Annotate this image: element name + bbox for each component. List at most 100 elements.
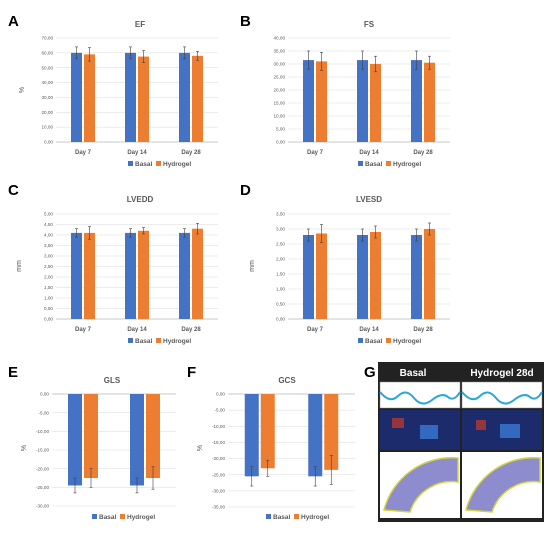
y-tick-label-f: -35,00 xyxy=(212,505,225,510)
y-tick-label-d: 0,00 xyxy=(276,317,285,322)
y-tick-label-e: -10,00 xyxy=(36,429,49,434)
hydrogel-strain-curve-image xyxy=(461,381,543,409)
x-category-label-b: Day 14 xyxy=(359,150,379,156)
panel-g-echo-images: Basal Hydrogel 28d xyxy=(378,362,544,522)
panel-letter-d: D xyxy=(240,182,251,199)
hydrogel-bullseye-arc xyxy=(465,456,541,513)
y-tick-label-c: 3,00 xyxy=(44,254,53,259)
legend-label-e-hydrogel: Hydrogel xyxy=(127,514,155,521)
y-tick-label-f: 0,00 xyxy=(216,392,225,397)
y-tick-label-a: 70,00 xyxy=(42,36,54,41)
y-tick-label-d: 1,00 xyxy=(276,287,285,292)
hydrogel-speckle-blue xyxy=(500,424,520,438)
panel-letter-f: F xyxy=(187,364,196,381)
panel-letter-b: B xyxy=(240,13,251,30)
bar-f-hydrogel-1 xyxy=(260,394,275,469)
bar-a-basal-3 xyxy=(179,52,190,142)
y-axis-title-d: mm xyxy=(249,260,256,272)
x-category-label-c: Day 7 xyxy=(75,327,92,333)
y-tick-label-d: 0,50 xyxy=(276,302,285,307)
bar-c-hydrogel-3 xyxy=(192,228,203,319)
bar-a-hydrogel-1 xyxy=(84,54,95,142)
legend-swatch-f-hydrogel xyxy=(294,514,299,519)
y-tick-label-d: 3,50 xyxy=(276,212,285,217)
bar-f-hydrogel-2 xyxy=(324,394,339,470)
basal-image-column xyxy=(379,381,461,518)
y-tick-label-a: 20,00 xyxy=(42,110,54,115)
y-tick-label-b: 25,00 xyxy=(274,75,286,80)
bar-a-basal-2 xyxy=(125,52,136,142)
chart-title-f: GCS xyxy=(278,376,296,385)
bar-c-hydrogel-1 xyxy=(84,232,95,319)
bar-f-basal-2 xyxy=(308,394,323,477)
legend-label-d-hydrogel: Hydrogel xyxy=(393,338,421,345)
x-category-label-a: Day 14 xyxy=(127,150,147,156)
y-tick-label-a: 50,00 xyxy=(42,65,54,70)
panel-g-label-basal: Basal xyxy=(400,368,427,379)
y-tick-label-a: 30,00 xyxy=(42,95,54,100)
y-tick-label-c: 1,00 xyxy=(44,296,53,301)
bar-c-basal-3 xyxy=(179,232,190,319)
x-category-label-d: Day 7 xyxy=(307,327,324,333)
y-tick-label-a: 10,00 xyxy=(42,125,54,130)
y-tick-label-f: -20,00 xyxy=(212,456,225,461)
basal-speckle-blue xyxy=(420,425,438,439)
y-tick-label-c: 3,50 xyxy=(44,243,53,248)
bar-a-basal-1 xyxy=(71,52,82,142)
y-tick-label-c: 0,00 xyxy=(44,317,53,322)
legend-label-a-hydrogel: Hydrogel xyxy=(163,161,191,168)
legend-swatch-b-basal xyxy=(358,161,363,166)
legend-label-f-hydrogel: Hydrogel xyxy=(301,514,329,521)
y-tick-label-c: 0,50 xyxy=(44,306,53,311)
legend-swatch-e-hydrogel xyxy=(120,514,125,519)
chart-title-e: GLS xyxy=(104,376,121,385)
panel-letter-e: E xyxy=(8,364,18,381)
bar-b-hydrogel-2 xyxy=(370,64,381,142)
hydrogel-image-column xyxy=(461,381,543,518)
bar-b-basal-3 xyxy=(411,60,422,142)
bar-c-hydrogel-2 xyxy=(138,230,149,319)
y-tick-label-e: -25,00 xyxy=(36,485,49,490)
bar-e-hydrogel-1 xyxy=(84,394,98,478)
y-tick-label-a: 40,00 xyxy=(42,80,54,85)
bar-b-hydrogel-3 xyxy=(424,62,435,143)
y-tick-label-f: -25,00 xyxy=(212,472,225,477)
y-axis-title-f: % xyxy=(197,445,204,451)
legend-swatch-f-basal xyxy=(266,514,271,519)
chart-title-a: EF xyxy=(135,20,145,29)
legend-swatch-e-basal xyxy=(92,514,97,519)
hydrogel-strain-curve xyxy=(461,391,543,405)
panel-letter-c: C xyxy=(8,182,19,199)
y-tick-label-b: 20,00 xyxy=(274,88,286,93)
y-tick-label-d: 2,50 xyxy=(276,242,285,247)
legend-label-c-basal: Basal xyxy=(135,338,153,345)
y-tick-label-a: 0,00 xyxy=(44,140,53,145)
hydrogel-speckle-red xyxy=(476,420,486,430)
y-tick-label-f: -15,00 xyxy=(212,440,225,445)
bar-e-hydrogel-2 xyxy=(146,394,160,478)
basal-strain-curve xyxy=(379,391,461,405)
panel-g-label-hydrogel: Hydrogel 28d xyxy=(470,368,533,379)
y-tick-label-a: 60,00 xyxy=(42,50,54,55)
charts-layer: EF 0,00 10,00 20,00 30,00 40,00 50,00 60,00 70,0… xyxy=(16,20,450,521)
y-tick-label-b: 0,00 xyxy=(276,140,285,145)
y-tick-label-b: 40,00 xyxy=(274,36,286,41)
legend-swatch-d-hydrogel xyxy=(386,338,391,343)
x-category-label-a: Day 7 xyxy=(75,150,92,156)
y-tick-label-d: 3,00 xyxy=(276,227,285,232)
bar-c-basal-2 xyxy=(125,232,136,319)
legend-swatch-d-basal xyxy=(358,338,363,343)
bar-d-hydrogel-2 xyxy=(370,232,381,319)
bar-d-hydrogel-1 xyxy=(316,233,327,319)
y-axis-title-a: % xyxy=(19,87,26,93)
y-tick-label-b: 35,00 xyxy=(274,49,286,54)
y-tick-label-e: 0,00 xyxy=(40,392,49,397)
bar-f-basal-1 xyxy=(244,394,259,477)
y-tick-label-c: 1,50 xyxy=(44,285,53,290)
y-tick-label-e: -5,00 xyxy=(39,410,50,415)
y-tick-label-c: 4,00 xyxy=(44,233,53,238)
y-axis-title-e: % xyxy=(21,445,28,451)
x-category-label-c: Day 14 xyxy=(127,327,147,333)
bar-e-basal-1 xyxy=(68,394,82,486)
legend-label-b-basal: Basal xyxy=(365,161,383,168)
